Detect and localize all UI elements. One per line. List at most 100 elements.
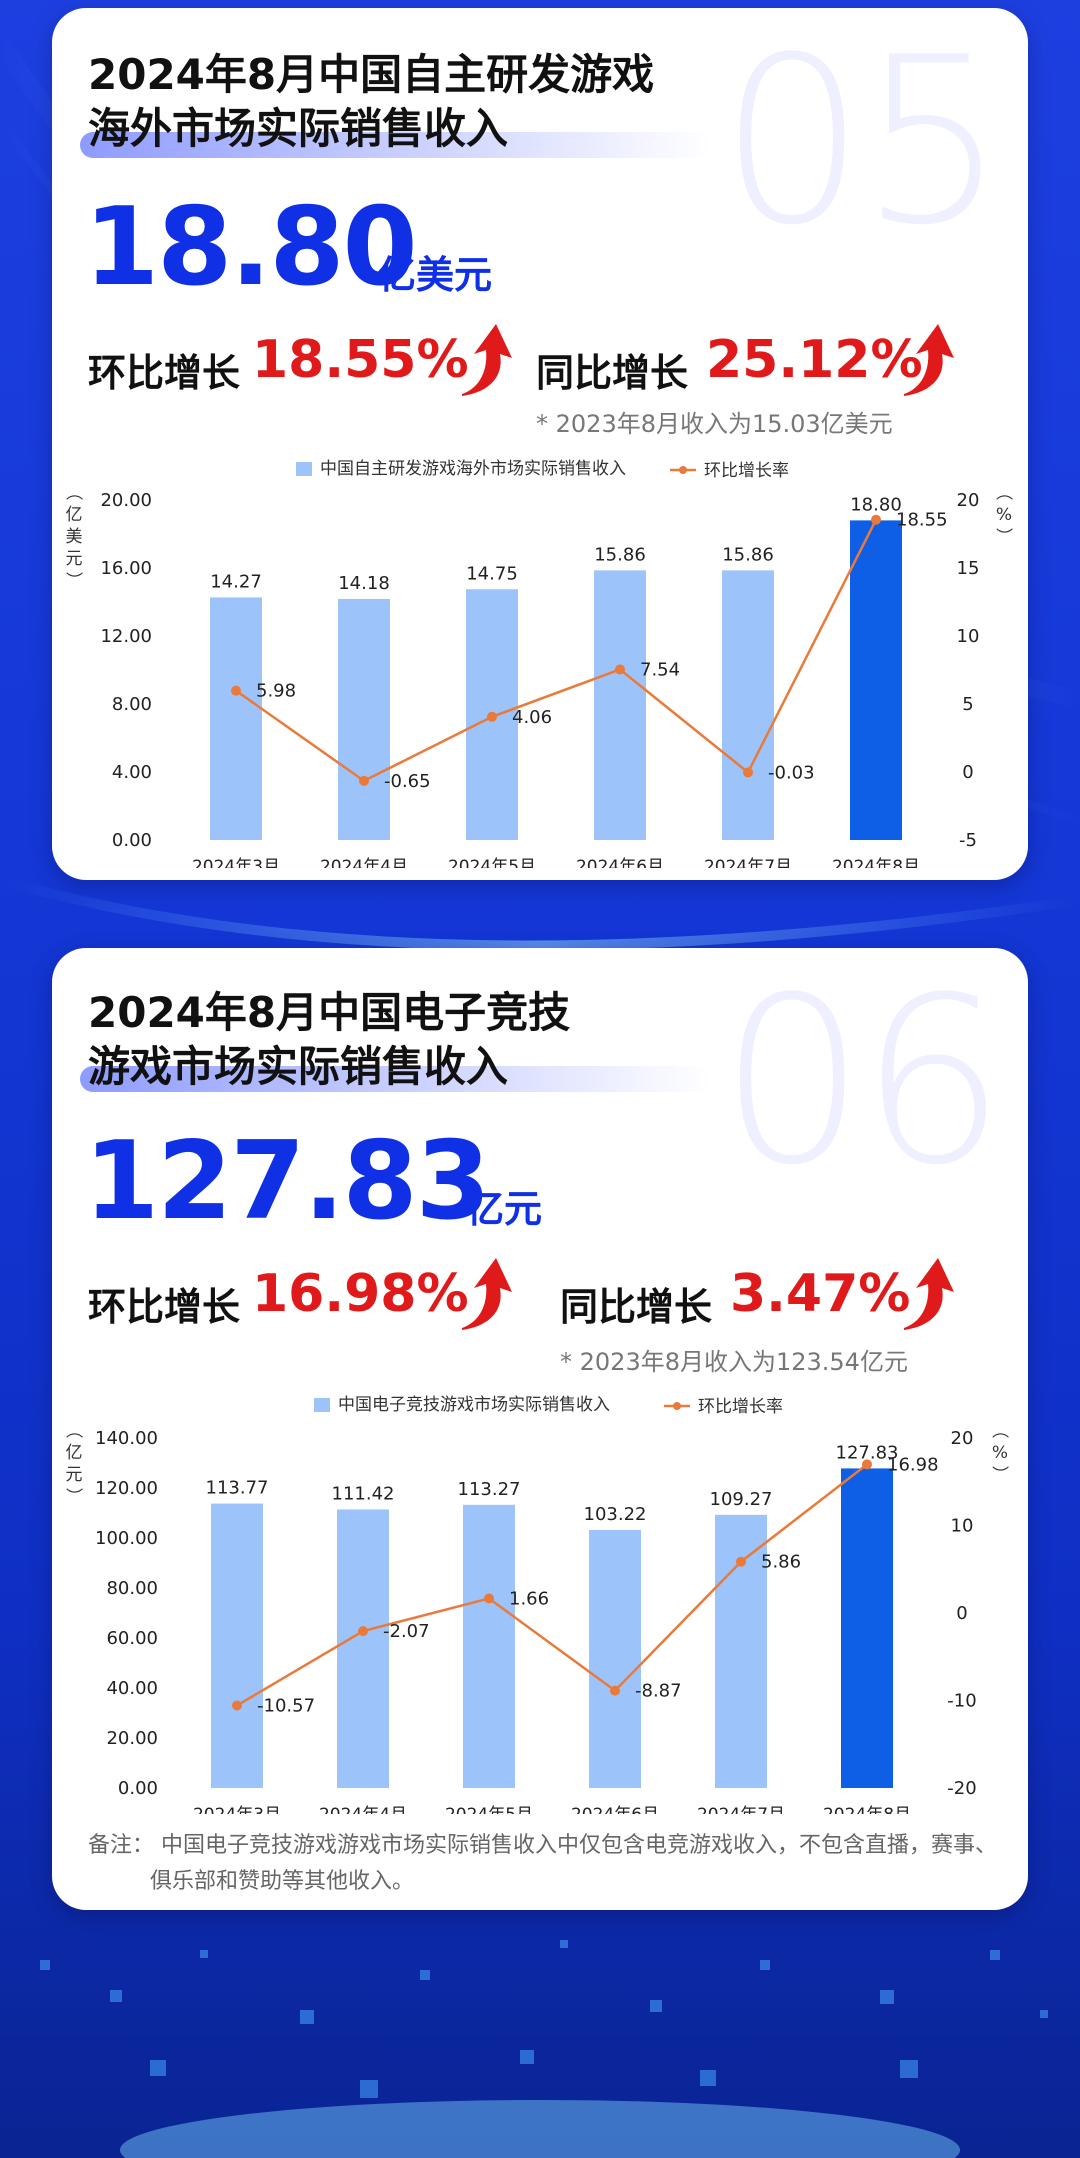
yoy-value: 3.47% <box>730 1264 911 1324</box>
left-axis-tick: 120.00 <box>95 1478 158 1499</box>
x-axis-tick: 2024年8月 <box>832 857 920 868</box>
growth-rate-label: -2.07 <box>383 1621 430 1642</box>
yoy-value: 25.12% <box>706 330 923 390</box>
left-axis-label-char: 亿 <box>66 505 83 525</box>
left-axis-label-char: ） <box>63 1488 83 1505</box>
left-axis-label-char: （ <box>63 1422 83 1439</box>
growth-rate-label: 4.06 <box>512 707 552 728</box>
growth-rate-point <box>862 1459 872 1470</box>
growth-rate-point <box>610 1685 620 1696</box>
left-axis-tick: 8.00 <box>112 694 152 715</box>
legend-bar-swatch <box>314 1398 330 1412</box>
growth-rate-point <box>736 1556 746 1567</box>
mom-value: 16.98% <box>252 1264 469 1324</box>
revenue-unit: 亿美元 <box>378 253 493 297</box>
right-axis-tick: 0 <box>956 1603 967 1624</box>
bar-value-label: 111.42 <box>332 1483 395 1504</box>
left-axis-tick: 80.00 <box>106 1578 158 1599</box>
right-axis-tick: 15 <box>957 558 980 579</box>
growth-rate-line <box>236 1463 868 1707</box>
mom-value: 18.55% <box>252 330 469 390</box>
right-axis-label-char: （ <box>993 484 1013 501</box>
bar <box>594 570 646 840</box>
bar-value-label: 18.80 <box>850 494 902 515</box>
right-axis-label-char: ） <box>993 528 1013 545</box>
growth-rate-point <box>358 1626 368 1637</box>
title-highlight <box>80 1066 780 1092</box>
left-axis-label-char: 美 <box>66 527 83 547</box>
growth-rate-label: 7.54 <box>640 659 680 680</box>
left-axis-tick: 16.00 <box>100 558 152 579</box>
bar <box>337 1509 389 1788</box>
growth-rate-label: 16.98 <box>887 1454 939 1475</box>
growth-rate-point <box>487 711 497 722</box>
right-axis-tick: 20 <box>957 490 980 511</box>
growth-rate-label: 1.66 <box>509 1588 549 1609</box>
right-axis-label-char: ） <box>989 1466 1009 1483</box>
left-axis-tick: 0.00 <box>118 1778 158 1799</box>
x-axis-tick: 2024年4月 <box>320 857 408 868</box>
bar <box>722 570 774 840</box>
left-axis-tick: 40.00 <box>106 1678 158 1699</box>
legend-bar-label: 中国自主研发游戏海外市场实际销售收入 <box>320 459 626 479</box>
bar-value-label: 103.22 <box>584 1504 647 1525</box>
growth-rate-line <box>235 519 878 783</box>
up-arrow-icon <box>904 1258 954 1330</box>
card-title-line1: 2024年8月中国电子竞技 <box>88 988 571 1037</box>
right-axis-tick: 10 <box>951 1516 974 1537</box>
right-axis-tick: -20 <box>947 1778 976 1799</box>
x-axis-tick: 2024年7月 <box>697 1805 785 1814</box>
bar-value-label: 14.18 <box>338 573 390 594</box>
card-esports-revenue: 06 2024年8月中国电子竞技 游戏市场实际销售收入 127.83 亿元 环比… <box>52 948 1028 1910</box>
left-axis-tick: 140.00 <box>95 1428 158 1449</box>
growth-rate-point <box>231 685 241 696</box>
bar-value-label: 15.86 <box>722 544 774 565</box>
legend-line-label: 环比增长率 <box>704 461 789 481</box>
x-axis-tick: 2024年8月 <box>823 1805 911 1814</box>
x-axis-tick: 2024年5月 <box>445 1805 533 1814</box>
bar <box>211 1503 263 1788</box>
left-axis-label-char: 元 <box>66 1465 83 1485</box>
left-axis-tick: 12.00 <box>100 626 152 647</box>
growth-rate-point <box>871 514 881 525</box>
x-axis-tick: 2024年3月 <box>193 1805 281 1814</box>
legend-bar-swatch <box>296 462 312 476</box>
legend-bar-label: 中国电子竞技游戏市场实际销售收入 <box>338 1395 610 1415</box>
bar-value-label: 15.86 <box>594 544 646 565</box>
legend-line-marker <box>673 1402 681 1410</box>
growth-rate-point <box>484 1593 494 1604</box>
right-axis-tick: 10 <box>957 626 980 647</box>
up-arrow-icon <box>904 324 954 396</box>
left-axis-tick: 0.00 <box>112 830 152 851</box>
bar <box>463 1504 515 1788</box>
revenue-value: 127.83 <box>84 1119 491 1244</box>
x-axis-tick: 2024年6月 <box>571 1805 659 1814</box>
mom-label: 环比增长 <box>88 351 241 395</box>
left-axis-tick: 100.00 <box>95 1528 158 1549</box>
x-axis-tick: 2024年7月 <box>704 857 792 868</box>
yoy-label: 同比增长 <box>536 351 689 395</box>
comparison-note: * 2023年8月收入为15.03亿美元 <box>536 410 893 438</box>
legend-line-label: 环比增长率 <box>698 1397 783 1417</box>
right-axis-tick: 5 <box>962 694 973 715</box>
right-axis-tick: -10 <box>947 1691 976 1712</box>
left-axis-tick: 60.00 <box>106 1628 158 1649</box>
card-overseas-revenue: 05 2024年8月中国自主研发游戏 海外市场实际销售收入 18.80 亿美元 … <box>52 8 1028 880</box>
growth-rate-label: 5.98 <box>256 681 296 702</box>
x-axis-tick: 2024年5月 <box>448 857 536 868</box>
bar-value-label: 113.77 <box>206 1478 269 1499</box>
left-axis-label-char: （ <box>63 484 83 501</box>
left-axis-tick: 20.00 <box>100 490 152 511</box>
right-axis-label-char: % <box>992 1443 1008 1463</box>
bar-value-label: 113.27 <box>458 1479 521 1500</box>
growth-rate-label: -10.57 <box>257 1695 315 1716</box>
bar <box>850 520 902 840</box>
card-title-line2: 海外市场实际销售收入 <box>88 104 509 153</box>
up-arrow-icon <box>462 1258 512 1330</box>
left-axis-tick: 20.00 <box>106 1728 158 1749</box>
right-axis-tick: -5 <box>959 830 977 851</box>
bar <box>589 1529 641 1788</box>
bar-value-label: 14.27 <box>210 571 262 592</box>
footnote-line1: 备注： 中国电子竞技游戏游戏市场实际销售收入中仅包含电竞游戏收入，不包含直播，赛… <box>88 1833 997 1858</box>
growth-rate-point <box>232 1700 242 1711</box>
